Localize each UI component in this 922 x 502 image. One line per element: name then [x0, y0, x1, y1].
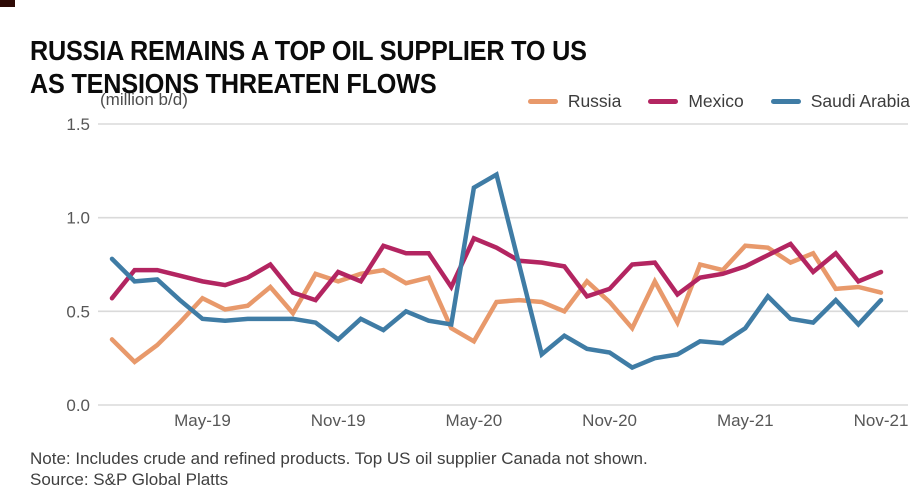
legend-label-russia: Russia	[567, 91, 622, 111]
x-tick-label: May-19	[174, 411, 231, 430]
y-tick-label: 0.5	[66, 302, 90, 321]
legend-label-saudi-arabia: Saudi Arabia	[810, 91, 910, 111]
note-text: Note: Includes crude and refined product…	[30, 449, 648, 468]
saudi-arabia-line-swatch-icon	[770, 99, 801, 104]
footer: Note: Includes crude and refined product…	[30, 448, 648, 490]
unit-label: (million b/d)	[100, 90, 188, 109]
y-tick-label: 0.0	[66, 396, 90, 415]
page-title: RUSSIA REMAINS A TOP OIL SUPPLIER TO US …	[30, 34, 587, 99]
x-tick-label: Nov-19	[311, 411, 366, 430]
legend: Russia Mexico Saudi Arabia	[527, 91, 910, 112]
series-line-saudi-arabia	[109, 171, 884, 371]
russia-line-swatch-icon	[527, 99, 558, 104]
legend-label-mexico: Mexico	[688, 91, 744, 111]
series-line-russia	[109, 243, 884, 365]
x-tick-label: May-20	[446, 411, 503, 430]
legend-item-mexico: Mexico	[648, 91, 744, 112]
source-text: Source: S&P Global Platts	[30, 470, 229, 489]
x-tick-label: Nov-21	[854, 411, 909, 430]
mexico-line-swatch-icon	[648, 99, 679, 104]
y-tick-label: 1.5	[66, 115, 90, 134]
brand-accent-mark	[0, 0, 15, 7]
y-tick-label: 1.0	[66, 209, 90, 228]
x-tick-label: Nov-20	[582, 411, 637, 430]
legend-item-saudi-arabia: Saudi Arabia	[770, 91, 910, 112]
legend-item-russia: Russia	[527, 91, 622, 112]
x-tick-label: May-21	[717, 411, 774, 430]
series-line-mexico	[109, 235, 884, 303]
